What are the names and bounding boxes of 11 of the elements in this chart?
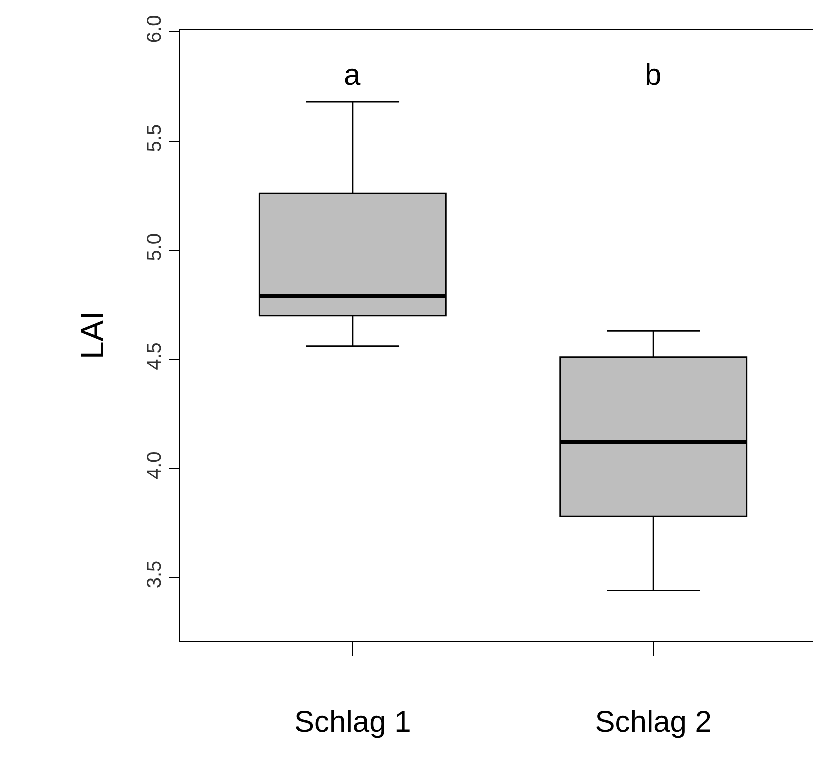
x-tick-label: Schlag 1 [294, 706, 412, 739]
annotation: b [645, 59, 662, 92]
annotation: a [344, 59, 361, 92]
y-axis-title: LAI [74, 311, 110, 360]
x-tick-label: Schlag 2 [595, 706, 712, 739]
y-tick-label: 6.0 [144, 15, 166, 44]
y-tick-label: 5.0 [144, 233, 166, 262]
y-tick-label: 3.5 [144, 560, 166, 589]
y-tick-label: 4.0 [144, 452, 166, 480]
y-tick-label: 4.5 [144, 342, 166, 370]
y-tick-label: 5.5 [144, 124, 166, 152]
